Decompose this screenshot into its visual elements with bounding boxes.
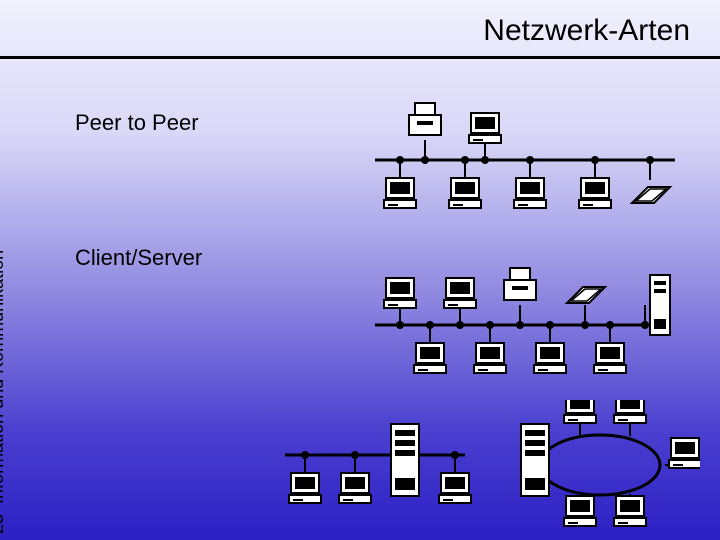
pc-icon <box>384 278 416 329</box>
printer-icon <box>409 103 441 164</box>
pc-icon <box>474 321 506 373</box>
pc-icon <box>449 156 481 208</box>
pc-icon <box>594 321 626 373</box>
sidebar-text: 23 Information und Kommunikation <box>0 250 8 534</box>
scanner-icon <box>567 287 605 329</box>
title-rule <box>0 56 720 59</box>
server-icon <box>641 275 670 335</box>
pc-icon <box>339 451 371 503</box>
peer-diagram <box>370 100 680 220</box>
pc-icon <box>384 156 416 208</box>
pc-icon <box>564 495 596 526</box>
pc-icon <box>289 451 321 503</box>
server-icon <box>521 424 549 496</box>
page-number: 23 <box>0 514 7 534</box>
scanner-icon <box>632 156 670 203</box>
pc-icon <box>665 438 700 468</box>
server-icon <box>391 424 419 496</box>
slide: Netzwerk-Arten 23 Information und Kommun… <box>0 0 720 540</box>
pc-icon <box>439 451 471 503</box>
section-label-peer: Peer to Peer <box>75 110 199 136</box>
pc-icon <box>414 321 446 373</box>
pc-icon <box>444 278 476 329</box>
pc-icon <box>564 400 596 435</box>
pc-icon <box>614 400 646 436</box>
clientserver-ring-diagram <box>280 400 700 530</box>
page-title: Netzwerk-Arten <box>483 14 690 48</box>
pc-icon <box>579 156 611 208</box>
section-label-clientserver: Client/Server <box>75 245 202 271</box>
pc-icon <box>469 113 501 164</box>
sidebar-label: Information und Kommunikation <box>0 250 7 504</box>
pc-icon <box>534 321 566 373</box>
pc-icon <box>514 156 546 208</box>
printer-icon <box>504 268 536 329</box>
clientserver-bus-diagram <box>370 265 690 385</box>
pc-icon <box>614 494 646 526</box>
